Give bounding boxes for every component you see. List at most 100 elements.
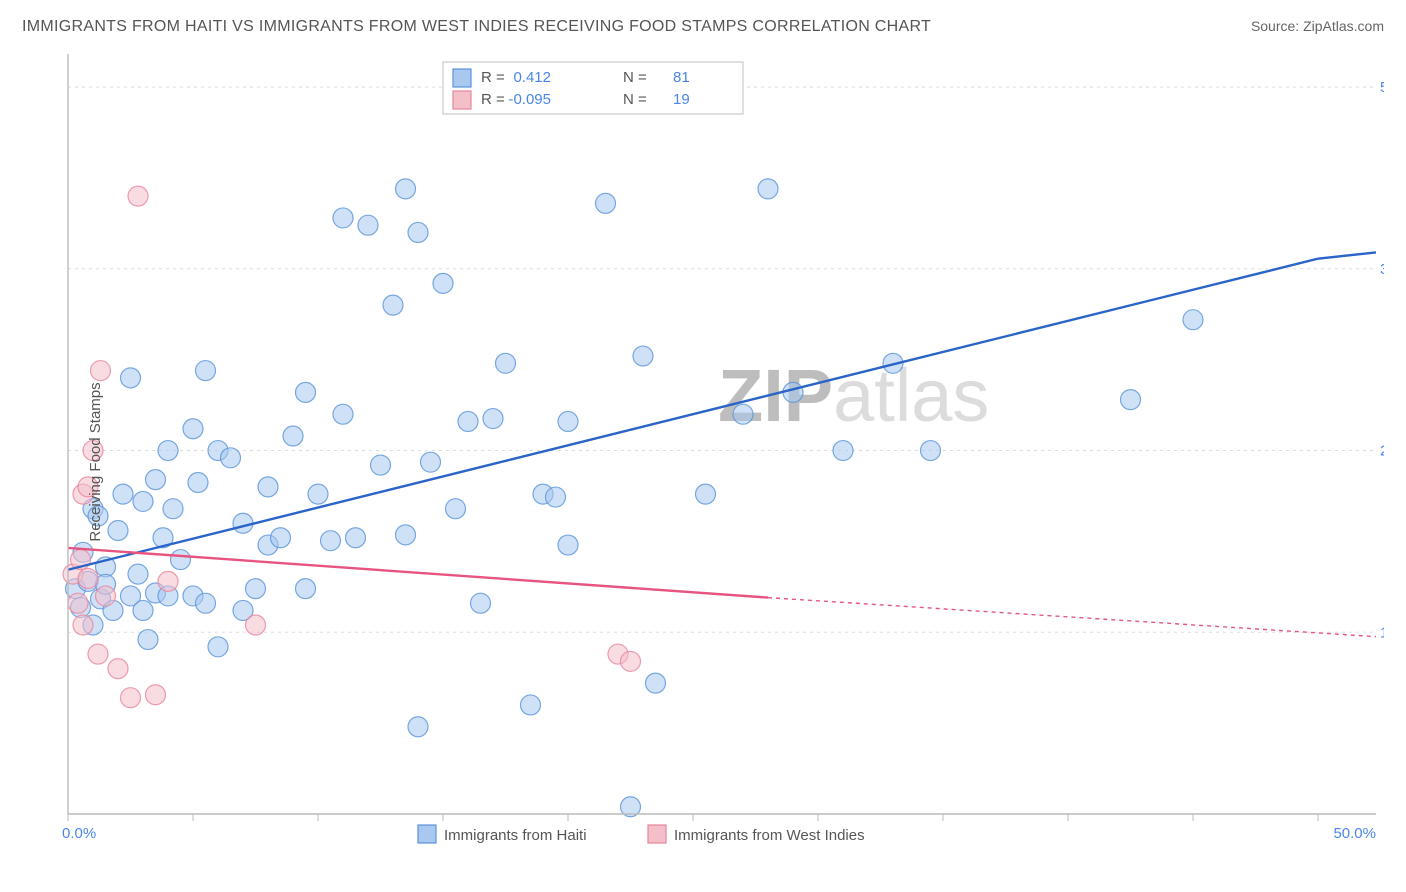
source-label: Source: ZipAtlas.com: [1251, 18, 1384, 34]
data-point-haiti: [171, 550, 191, 570]
data-point-haiti: [383, 295, 403, 315]
data-point-haiti: [558, 535, 578, 555]
data-point-west_indies: [108, 659, 128, 679]
data-point-haiti: [833, 441, 853, 461]
y-tick-label: 25.0%: [1380, 443, 1384, 460]
data-point-haiti: [146, 470, 166, 490]
y-axis-label: Receiving Food Stamps: [87, 382, 104, 541]
data-point-haiti: [163, 499, 183, 519]
data-point-haiti: [446, 499, 466, 519]
data-point-haiti: [921, 441, 941, 461]
data-point-haiti: [333, 404, 353, 424]
legend-r-value-1: 0.412: [513, 69, 551, 86]
legend-swatch: [648, 825, 666, 843]
data-point-west_indies: [146, 685, 166, 705]
data-point-haiti: [333, 208, 353, 228]
data-point-haiti: [483, 409, 503, 429]
data-point-west_indies: [96, 586, 116, 606]
data-point-haiti: [296, 382, 316, 402]
data-point-haiti: [521, 695, 541, 715]
data-point-west_indies: [88, 644, 108, 664]
legend-swatch: [418, 825, 436, 843]
data-point-haiti: [308, 484, 328, 504]
data-point-haiti: [121, 368, 141, 388]
data-point-haiti: [733, 404, 753, 424]
data-point-haiti: [138, 630, 158, 650]
data-point-west_indies: [73, 615, 93, 635]
data-point-haiti: [196, 593, 216, 613]
data-point-haiti: [113, 484, 133, 504]
data-point-haiti: [208, 637, 228, 657]
data-point-haiti: [371, 455, 391, 475]
data-point-haiti: [183, 419, 203, 439]
trend-line-haiti: [68, 259, 1318, 570]
legend-n-label-1: N =: [623, 69, 647, 86]
data-point-haiti: [421, 452, 441, 472]
data-point-west_indies: [91, 361, 111, 381]
legend-label-haiti: Immigrants from Haiti: [444, 827, 587, 844]
legend-n-label-2: N =: [623, 91, 647, 108]
data-point-haiti: [458, 411, 478, 431]
data-point-haiti: [546, 487, 566, 507]
data-point-haiti: [696, 484, 716, 504]
y-tick-label: 12.5%: [1380, 624, 1384, 641]
data-point-haiti: [1183, 310, 1203, 330]
legend-label-west-indies: Immigrants from West Indies: [674, 827, 865, 844]
data-point-west_indies: [78, 568, 98, 588]
legend-r-label-1: R =: [481, 69, 505, 86]
chart-container: Receiving Food Stamps 12.5% 25.0% 37.5% 50.…: [22, 52, 1384, 872]
data-point-haiti: [158, 441, 178, 461]
data-point-haiti: [321, 531, 341, 551]
data-point-west_indies: [68, 593, 88, 613]
trend-line-dashed-west_indies: [768, 598, 1376, 637]
data-point-haiti: [646, 673, 666, 693]
trend-line-ext-haiti: [1318, 252, 1376, 258]
legend-swatch: [453, 69, 471, 87]
data-point-haiti: [196, 361, 216, 381]
data-point-haiti: [246, 579, 266, 599]
data-point-haiti: [433, 273, 453, 293]
source-link[interactable]: ZipAtlas.com: [1303, 18, 1384, 34]
data-point-haiti: [133, 491, 153, 511]
legend-r-value-2: -0.095: [508, 91, 551, 108]
legend-swatch: [453, 91, 471, 109]
data-point-haiti: [133, 600, 153, 620]
data-point-haiti: [221, 448, 241, 468]
chart-title: IMMIGRANTS FROM HAITI VS IMMIGRANTS FROM…: [22, 18, 931, 36]
y-tick-label: 50.0%: [1380, 79, 1384, 96]
data-point-haiti: [396, 525, 416, 545]
data-point-haiti: [188, 473, 208, 493]
scatter-chart: 12.5% 25.0% 37.5% 50.0% ZIPatlas 0.0% 50.0% Imm…: [22, 52, 1384, 872]
data-point-haiti: [783, 382, 803, 402]
data-point-haiti: [558, 411, 578, 431]
data-point-haiti: [471, 593, 491, 613]
data-point-haiti: [128, 564, 148, 584]
data-point-west_indies: [246, 615, 266, 635]
watermark: ZIPatlas: [718, 354, 989, 437]
data-point-haiti: [271, 528, 291, 548]
data-point-haiti: [296, 579, 316, 599]
data-point-west_indies: [621, 651, 641, 671]
data-point-haiti: [496, 353, 516, 373]
x-max-label: 50.0%: [1333, 825, 1376, 842]
x-min-label: 0.0%: [62, 825, 96, 842]
data-point-west_indies: [121, 688, 141, 708]
legend-n-value-1: 81: [673, 69, 690, 86]
data-point-haiti: [596, 193, 616, 213]
legend-n-value-2: 19: [673, 91, 690, 108]
data-point-west_indies: [128, 186, 148, 206]
data-point-haiti: [258, 477, 278, 497]
data-point-haiti: [408, 717, 428, 737]
data-point-haiti: [1121, 390, 1141, 410]
data-point-haiti: [396, 179, 416, 199]
data-point-west_indies: [158, 571, 178, 591]
data-point-haiti: [358, 215, 378, 235]
data-point-haiti: [633, 346, 653, 366]
data-point-haiti: [108, 521, 128, 541]
data-point-haiti: [758, 179, 778, 199]
data-point-haiti: [408, 222, 428, 242]
legend-r-label-2: R =: [481, 91, 505, 108]
data-point-haiti: [283, 426, 303, 446]
data-point-haiti: [346, 528, 366, 548]
y-tick-label: 37.5%: [1380, 261, 1384, 278]
